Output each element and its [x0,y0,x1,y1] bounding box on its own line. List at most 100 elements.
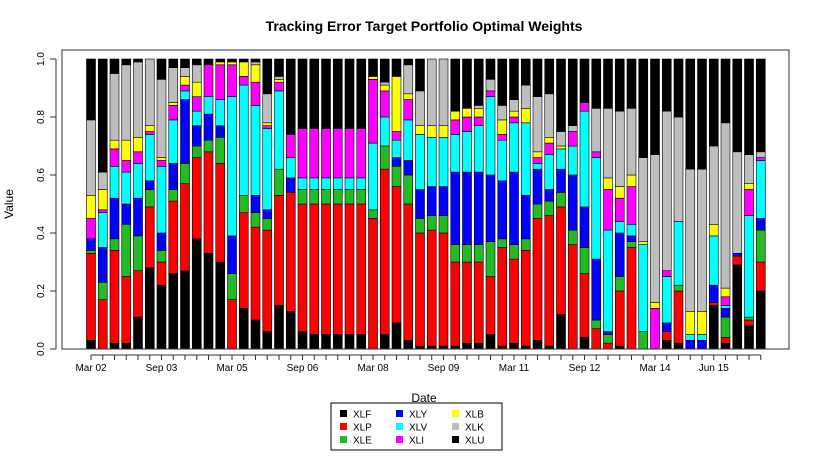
y-tick-label: 1.0 [36,52,47,66]
bar-segment [462,171,472,245]
bar-segment [603,177,613,190]
bar-segment [250,195,261,214]
bar-segment [532,58,543,98]
bar-segment [97,212,108,248]
bar-segment [462,342,472,350]
bar-segment [520,108,531,124]
bar-segment [250,61,261,66]
bar-segment [450,134,461,173]
bar-segment [509,58,519,100]
bar-segment [285,310,296,350]
bar-segment [379,84,390,92]
bar-segment [274,58,284,77]
bar-segment [262,58,273,95]
bar-segment [473,108,484,118]
bar-segment [238,76,249,86]
bar-segment [285,177,296,193]
bar-segment [191,110,202,126]
bar-segment [191,157,202,240]
bar-segment [250,81,261,106]
bar-segment [720,296,731,306]
bar-segment [297,189,308,205]
bar-segment [626,235,637,242]
bar-segment [180,76,190,86]
bar-segment [462,116,472,132]
bar-segment [180,67,190,77]
bar-segment [673,116,684,222]
legend-label: XLY [409,410,427,421]
bar-segment [744,183,754,190]
bar-segment [168,273,179,350]
bar-segment [556,148,566,170]
bar-segment [720,337,731,344]
bar-segment [121,203,132,225]
bar-segment [438,137,449,187]
bar-segment [180,90,190,100]
x-tick-label: Sep 12 [569,363,601,374]
bar-segment [391,131,402,141]
bar-segment [191,81,202,97]
bar-segment [438,232,449,347]
bar-segment [732,58,743,153]
bar-segment [591,108,602,153]
bar-segment [485,58,496,80]
bar-segment [156,58,167,80]
bar-segment [603,229,613,332]
bar-segment [415,90,425,127]
legend-label: XLI [409,436,424,447]
bar-segment [744,58,754,155]
bar-segment [544,93,555,138]
bar-segment [144,131,155,135]
bar-segment [744,325,754,350]
bar-segment [720,58,731,124]
bar-segment [227,58,237,63]
bar-segment [97,171,108,190]
bar-segment [720,342,731,350]
bar-segment [379,145,390,170]
bar-segment [673,221,684,286]
bar-segment [121,224,132,277]
bar-segment [274,195,284,306]
bar-segment [556,58,566,132]
legend-swatch [396,423,403,430]
bar-segment [168,200,179,274]
bar-segment [497,180,508,240]
bar-segment [86,218,96,240]
bar-segment [403,203,414,341]
bar-segment [532,157,543,164]
bar-segment [509,258,519,344]
bar-segment [661,276,672,324]
bar-segment [415,58,425,92]
bar-segment [215,261,226,350]
bar-segment [567,131,578,147]
bar-segment [156,250,167,263]
bar-segment [168,105,179,121]
bar-segment [168,102,179,106]
bar-segment [156,284,167,350]
bar-segment [556,313,566,350]
bar-segment [180,270,190,350]
bar-segment [133,316,143,350]
bar-segment [321,177,331,190]
bar-segment [332,128,343,179]
bar-segment [450,58,461,112]
bar-segment [614,197,625,222]
bar-segment [603,108,613,179]
bar-segment [227,64,237,98]
bar-segment [697,168,707,312]
bar-segment [156,232,167,251]
bar-segment [250,212,261,228]
bar-segment [485,96,496,176]
bar-segment [720,308,731,318]
bar-segment [638,58,649,158]
bar-segment [250,64,261,83]
bar-segment [297,331,308,350]
bar-segment [744,215,754,318]
x-tick-label: Mar 02 [75,363,107,374]
bar-segment [297,128,308,179]
bar-segment [215,99,226,126]
bar-segment [509,171,519,245]
bar-segment [391,186,402,324]
legend-label: XLK [465,423,484,434]
